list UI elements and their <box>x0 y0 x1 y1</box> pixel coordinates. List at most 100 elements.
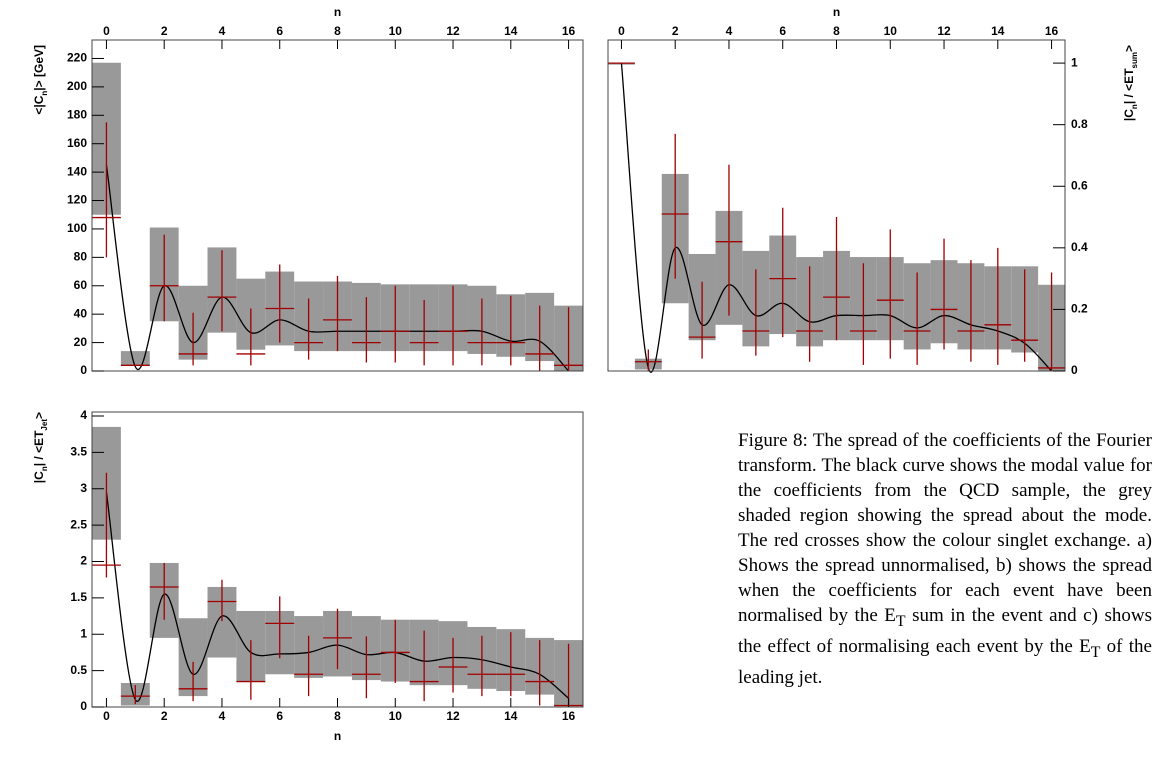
error-cross <box>294 298 324 360</box>
error-cross <box>323 608 352 670</box>
error-cross <box>525 305 555 371</box>
x-tick-label: 14 <box>504 709 518 723</box>
y-axis-label-part: Jet <box>40 419 49 431</box>
y-axis-label-part: sum <box>1130 52 1139 68</box>
error-cross <box>207 579 237 622</box>
error-cross <box>294 635 324 697</box>
y-axis-label-part: | / <ET <box>32 430 46 466</box>
error-cross <box>467 635 497 697</box>
error-cross <box>823 217 850 341</box>
x-axis-label: n <box>334 729 341 743</box>
x-tick-label: 0 <box>103 709 110 723</box>
y-axis-label-part: |> [GeV] <box>32 45 46 91</box>
error-cross <box>984 247 1012 365</box>
error-cross <box>1011 269 1039 362</box>
error-cross <box>409 299 439 366</box>
y-tick-label: 0.8 <box>1071 117 1088 131</box>
y-tick-label: 220 <box>67 51 87 65</box>
error-cross <box>554 307 583 371</box>
y-tick-label: 160 <box>67 136 87 150</box>
y-tick-label: 140 <box>67 164 87 178</box>
error-cross <box>661 133 689 279</box>
caption: Figure 8: The spread of the coefficients… <box>738 428 1152 690</box>
caption-text: of the leading jet. <box>738 635 1152 688</box>
x-tick-label: 12 <box>446 709 460 723</box>
y-tick-label: 2.5 <box>70 517 87 531</box>
x-tick-label: 0 <box>618 24 625 38</box>
error-cross <box>742 269 770 356</box>
error-cross <box>178 312 208 366</box>
error-cross <box>438 637 468 693</box>
x-tick-label: 2 <box>161 24 168 38</box>
y-tick-label: 100 <box>67 221 87 235</box>
error-cross <box>496 632 526 697</box>
x-tick-label: 6 <box>779 24 786 38</box>
error-cross <box>380 285 410 363</box>
error-cross <box>265 264 295 343</box>
x-tick-label: 16 <box>1045 24 1059 38</box>
y-tick-label: 200 <box>67 79 87 93</box>
y-axis-label-part: <|C <box>32 95 46 114</box>
error-cross <box>438 285 468 366</box>
error-cross <box>236 640 266 700</box>
y-tick-label: 2 <box>80 554 87 568</box>
y-tick-label: 20 <box>74 335 88 349</box>
error-cross <box>796 266 824 362</box>
y-tick-label: 0.6 <box>1071 178 1088 192</box>
y-axis-label: |Cn| / <ETJet> <box>32 412 48 483</box>
x-tick-label: 16 <box>562 24 576 38</box>
y-tick-label: 1 <box>1071 55 1078 69</box>
x-tick-label: 6 <box>276 709 283 723</box>
x-tick-label: 0 <box>103 24 110 38</box>
x-tick-label: 10 <box>389 24 403 38</box>
y-axis-label-part: > <box>1122 45 1136 52</box>
y-tick-label: 4 <box>80 408 87 422</box>
x-tick-label: 6 <box>276 24 283 38</box>
error-cross <box>265 596 295 659</box>
caption-text: Figure 8: The spread of the coefficients… <box>738 430 1152 626</box>
error-cross <box>849 263 877 365</box>
y-axis-label-part: |C <box>1122 109 1136 121</box>
y-tick-label: 0.4 <box>1071 240 1088 254</box>
y-tick-label: 60 <box>74 278 88 292</box>
y-axis-label-part: n <box>40 466 49 471</box>
error-cross <box>236 308 266 366</box>
x-tick-label: 8 <box>334 709 341 723</box>
x-tick-label: 2 <box>672 24 679 38</box>
error-cross <box>525 640 555 706</box>
x-tick-label: 14 <box>504 24 518 38</box>
caption-subscript: T <box>1090 643 1101 661</box>
error-cross <box>380 619 410 683</box>
y-axis-label-part: |C <box>32 471 46 483</box>
error-cross <box>178 661 208 702</box>
y-axis-label: <|Cn|> [GeV] <box>32 45 48 115</box>
y-tick-label: 40 <box>74 306 88 320</box>
y-tick-label: 0 <box>80 699 87 713</box>
x-tick-label: 12 <box>937 24 951 38</box>
error-cross <box>1038 272 1065 371</box>
x-tick-label: 4 <box>219 24 226 38</box>
error-cross <box>688 281 716 359</box>
error-cross <box>930 238 958 350</box>
y-axis-label-part: n <box>1130 104 1139 109</box>
error-cross <box>769 207 797 338</box>
error-cross <box>496 295 526 366</box>
y-tick-label: 3.5 <box>70 445 87 459</box>
x-tick-label: 4 <box>219 709 226 723</box>
x-tick-label: 10 <box>884 24 898 38</box>
x-tick-label: 14 <box>991 24 1005 38</box>
y-axis-label: |Cn| / <ETsum> <box>1122 45 1138 121</box>
error-cross <box>467 298 497 366</box>
error-cross <box>957 260 985 362</box>
error-cross <box>409 630 439 702</box>
x-tick-label: 10 <box>389 709 403 723</box>
error-cross <box>207 250 237 332</box>
error-cross <box>634 349 662 371</box>
x-tick-label: 12 <box>446 24 460 38</box>
y-tick-label: 0.5 <box>70 663 87 677</box>
y-tick-label: 180 <box>67 107 87 121</box>
y-axis-label-part: | / <ET <box>1122 68 1136 104</box>
x-tick-label: 8 <box>334 24 341 38</box>
